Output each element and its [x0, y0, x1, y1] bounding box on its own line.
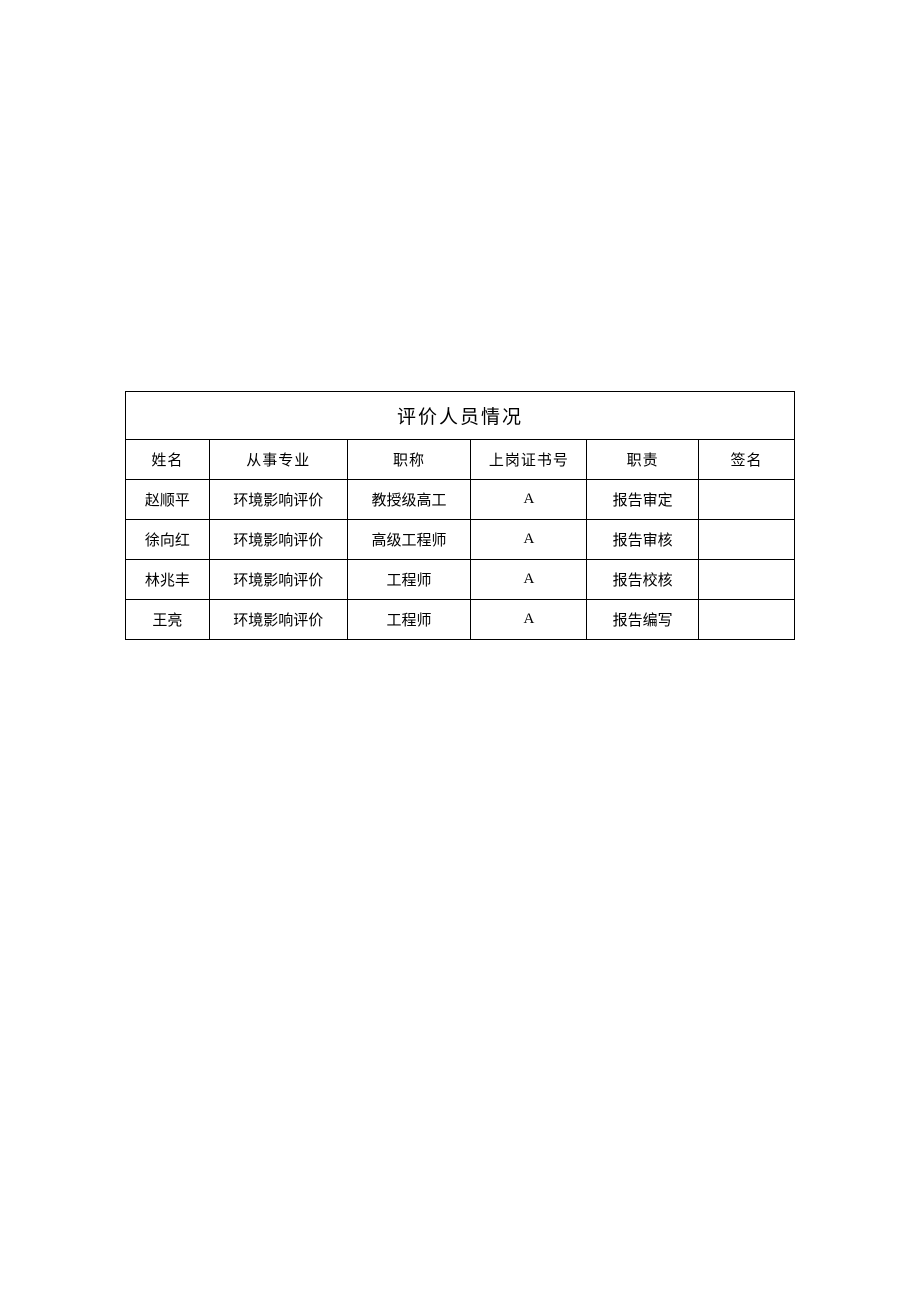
table-title-row: 评价人员情况 — [126, 392, 795, 440]
table-title: 评价人员情况 — [126, 392, 795, 440]
cell-cert: A — [471, 600, 587, 640]
header-sign: 签名 — [699, 440, 795, 480]
header-major: 从事专业 — [209, 440, 347, 480]
cell-sign — [699, 560, 795, 600]
cell-name: 王亮 — [126, 600, 210, 640]
header-title: 职称 — [347, 440, 471, 480]
header-name: 姓名 — [126, 440, 210, 480]
cell-duty: 报告校核 — [587, 560, 699, 600]
cell-title: 工程师 — [347, 600, 471, 640]
cell-name: 林兆丰 — [126, 560, 210, 600]
table-row: 徐向红 环境影响评价 高级工程师 A 报告审核 — [126, 520, 795, 560]
cell-title: 工程师 — [347, 560, 471, 600]
cell-major: 环境影响评价 — [209, 520, 347, 560]
table-row: 王亮 环境影响评价 工程师 A 报告编写 — [126, 600, 795, 640]
header-duty: 职责 — [587, 440, 699, 480]
cell-title: 教授级高工 — [347, 480, 471, 520]
cell-cert: A — [471, 520, 587, 560]
cell-name: 赵顺平 — [126, 480, 210, 520]
table-row: 林兆丰 环境影响评价 工程师 A 报告校核 — [126, 560, 795, 600]
cell-name: 徐向红 — [126, 520, 210, 560]
cell-sign — [699, 480, 795, 520]
header-cert: 上岗证书号 — [471, 440, 587, 480]
cell-major: 环境影响评价 — [209, 480, 347, 520]
table-row: 赵顺平 环境影响评价 教授级高工 A 报告审定 — [126, 480, 795, 520]
cell-duty: 报告审定 — [587, 480, 699, 520]
cell-major: 环境影响评价 — [209, 560, 347, 600]
cell-duty: 报告审核 — [587, 520, 699, 560]
cell-sign — [699, 520, 795, 560]
personnel-table: 评价人员情况 姓名 从事专业 职称 上岗证书号 职责 签名 赵顺平 环境影响评价… — [125, 391, 795, 640]
cell-major: 环境影响评价 — [209, 600, 347, 640]
cell-title: 高级工程师 — [347, 520, 471, 560]
personnel-table-container: 评价人员情况 姓名 从事专业 职称 上岗证书号 职责 签名 赵顺平 环境影响评价… — [125, 391, 795, 640]
cell-sign — [699, 600, 795, 640]
cell-cert: A — [471, 560, 587, 600]
cell-cert: A — [471, 480, 587, 520]
table-header-row: 姓名 从事专业 职称 上岗证书号 职责 签名 — [126, 440, 795, 480]
cell-duty: 报告编写 — [587, 600, 699, 640]
